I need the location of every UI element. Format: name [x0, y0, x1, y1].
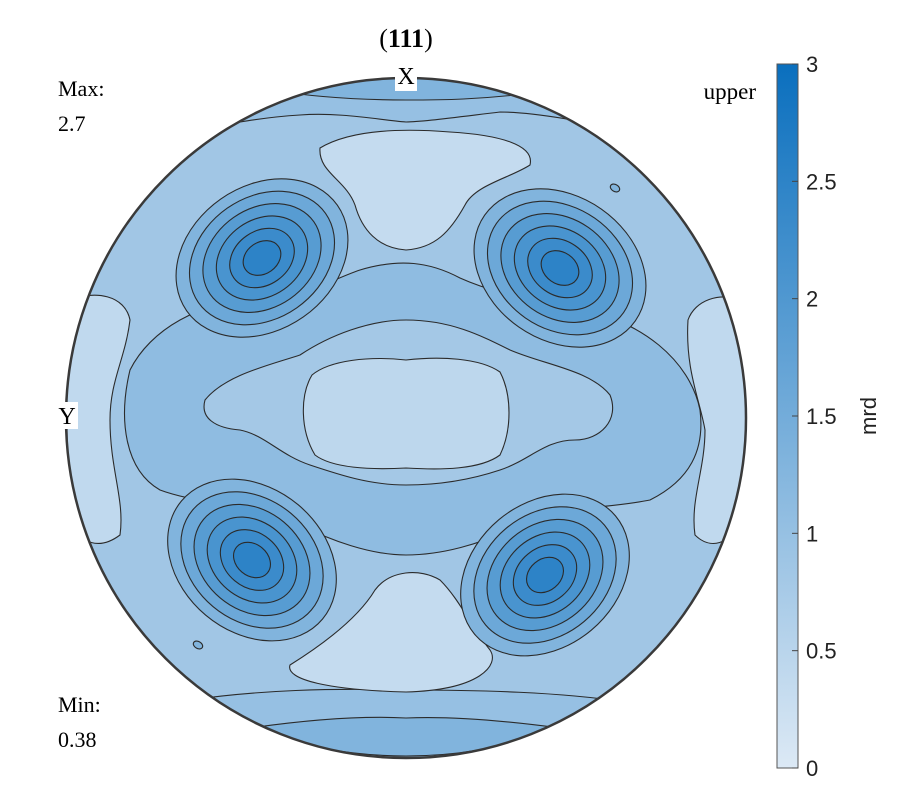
- colorbar-tick-label: 0.5: [806, 639, 837, 664]
- contour-bottom-rim-inner: [247, 716, 561, 757]
- contour-island-lower-left: [192, 640, 204, 650]
- contour-peak-upper-right-level-5: [540, 250, 580, 286]
- colorbar-tick-label: 0: [806, 756, 818, 781]
- hemisphere-label: upper: [704, 79, 757, 104]
- x-axis-label-bg: [395, 64, 417, 91]
- contour-peak-upper-left-level-5: [242, 240, 282, 276]
- contour-island-upper-right: [609, 183, 621, 193]
- contour-peak-lower-right-level-5: [526, 556, 564, 594]
- colorbar-tick-label: 1: [806, 521, 818, 546]
- x-axis-label: X: [397, 64, 414, 90]
- y-axis-label-bg: [56, 402, 78, 429]
- y-axis-label: Y: [58, 404, 75, 430]
- contour-peak-lower-left-level-5: [233, 541, 271, 579]
- colorbar-tick-label: 2.5: [806, 169, 837, 194]
- colorbar-tick-label: 2: [806, 287, 818, 312]
- colorbar-tick-label: 1.5: [806, 404, 837, 429]
- min-value: 0.38: [58, 727, 97, 752]
- max-value: 2.7: [58, 111, 86, 136]
- contour-plot-area: [66, 78, 746, 758]
- colorbar-label: mrd: [856, 397, 881, 435]
- colorbar-tick-label: 3: [806, 52, 818, 77]
- max-label: Max:: [58, 76, 104, 101]
- contour-top-low: [319, 129, 531, 251]
- colorbar-ticks: 0 0.5 1 1.5 2 2.5 3: [792, 52, 837, 781]
- contour-center-low: [302, 357, 510, 470]
- chart-title: (111): [379, 24, 432, 53]
- min-label: Min:: [58, 692, 101, 717]
